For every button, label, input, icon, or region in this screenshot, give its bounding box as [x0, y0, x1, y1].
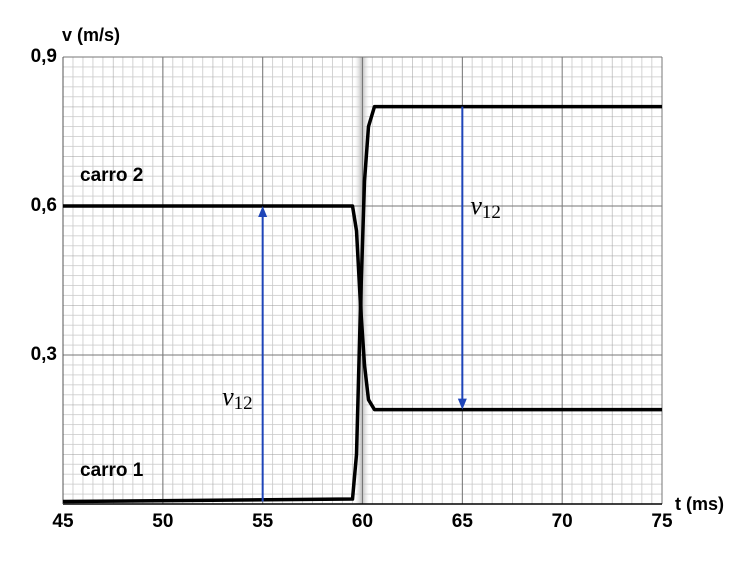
arrow-label-main: v	[470, 191, 482, 220]
arrow-label-sub: 12	[482, 203, 501, 224]
arrow-head	[457, 398, 467, 410]
series-line	[62, 104, 662, 504]
x-tick-label: 60	[352, 511, 373, 532]
arrow-head	[258, 206, 268, 217]
x-axis-label: t (ms)	[675, 494, 724, 514]
series-line	[63, 204, 662, 412]
y-tick-label: 0,9	[31, 46, 57, 67]
y-axis-label: v (m/s)	[62, 25, 120, 45]
series-label: carro 2	[80, 165, 143, 186]
series-label: carro 1	[80, 460, 144, 481]
x-tick-label: 50	[152, 511, 173, 532]
arrow-label: v12	[222, 382, 253, 414]
x-tick-label: 75	[651, 511, 673, 532]
x-tick-label: 45	[52, 511, 74, 532]
arrow-label: v12	[470, 191, 501, 223]
arrow-label-sub: 12	[234, 393, 253, 414]
arrow-label-main: v	[222, 382, 234, 411]
y-tick-label: 0,6	[31, 195, 57, 216]
x-tick-label: 70	[552, 511, 573, 532]
x-tick-label: 55	[252, 511, 274, 532]
y-tick-label: 0,3	[31, 344, 57, 365]
x-tick-label: 65	[452, 511, 474, 532]
